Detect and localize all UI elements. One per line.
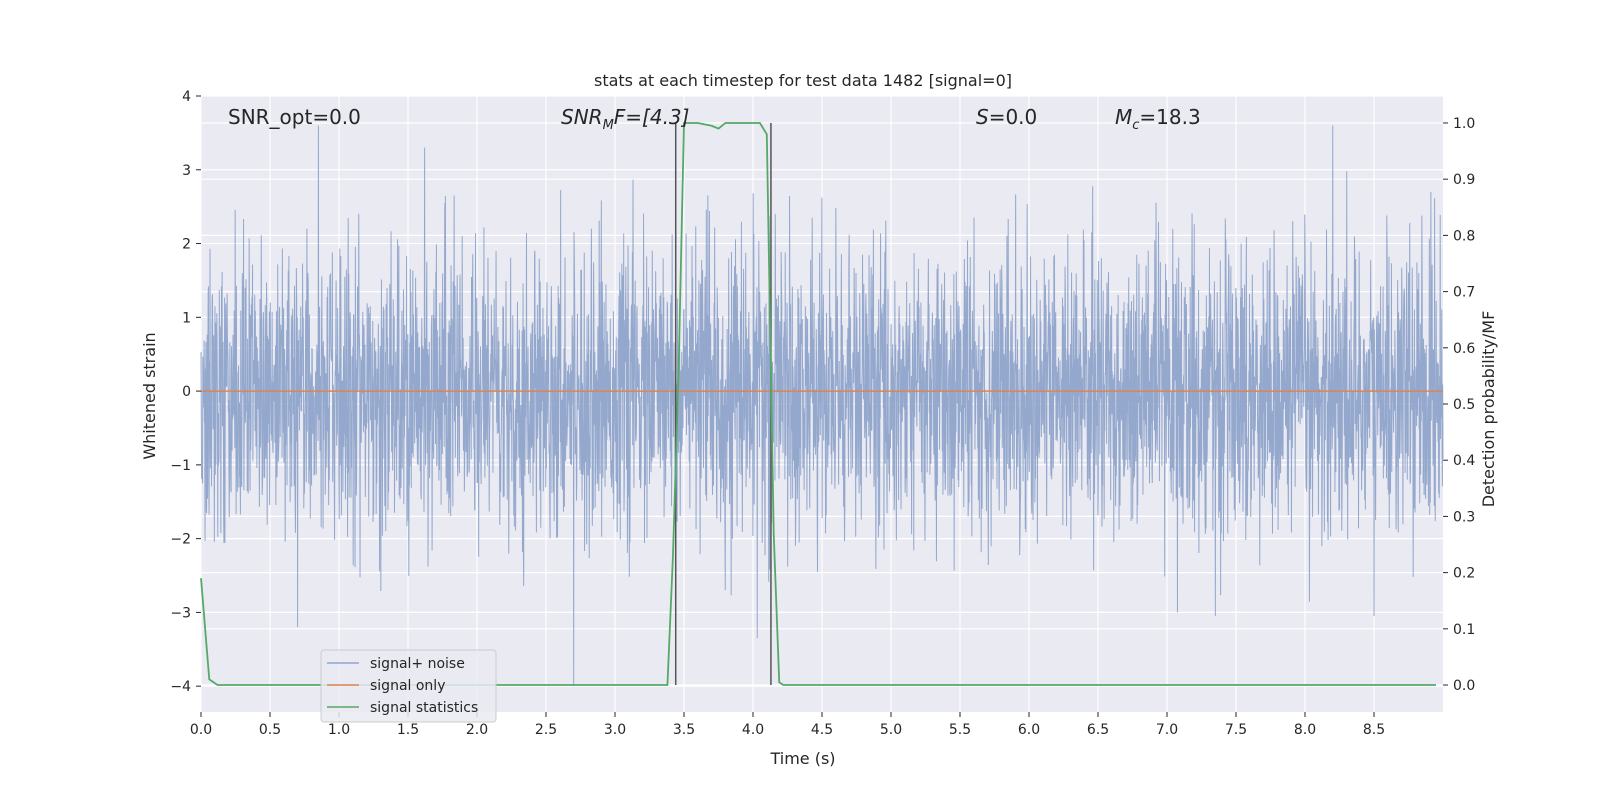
y2-tick-label: 0.1 <box>1453 622 1475 638</box>
x-tick-label: 2.5 <box>535 722 557 738</box>
y2-tick-label: 0.0 <box>1453 678 1475 694</box>
x-tick-label: 1.5 <box>397 722 419 738</box>
x-tick-label: 4.0 <box>742 722 764 738</box>
legend-label-signal-plus-noise: signal+ noise <box>370 656 465 672</box>
x-tick-label: 8.0 <box>1294 722 1316 738</box>
x-tick-label: 2.0 <box>466 722 488 738</box>
legend-label-signal-statistics: signal statistics <box>370 700 478 716</box>
y-tick-label: −1 <box>170 458 191 474</box>
y2-axis-ticks: 1.0 0.9 0.8 0.7 0.6 0.5 0.4 0.3 0.2 0.1 0.0 <box>1443 116 1475 694</box>
x-axis-ticks: 0.0 0.5 1.0 1.5 2.0 2.5 3.0 3.5 4.0 4.5 5.0 5.5 6.0 6… <box>190 712 1385 738</box>
legend-box <box>320 649 497 723</box>
legend-label-signal-only: signal only <box>370 678 445 694</box>
y2-tick-label: 0.2 <box>1453 566 1475 582</box>
y-tick-label: 3 <box>182 163 191 179</box>
annotation-snr-mf-sub: M <box>603 118 614 133</box>
annotation-snr-mf: SNRMF=[4.3] <box>561 105 689 133</box>
annotation-mc-main: M <box>1115 105 1132 129</box>
annotation-s: S=0.0 <box>976 105 1037 129</box>
y2-tick-label: 0.8 <box>1453 228 1475 244</box>
y2-tick-label: 0.7 <box>1453 285 1475 301</box>
y2-tick-label: 1.0 <box>1453 116 1475 132</box>
x-tick-label: 7.5 <box>1225 722 1247 738</box>
y-tick-label: 0 <box>182 384 191 400</box>
x-tick-label: 1.0 <box>328 722 350 738</box>
y-tick-label: 2 <box>182 237 191 253</box>
x-tick-label: 5.5 <box>949 722 971 738</box>
y2-tick-label: 0.9 <box>1453 172 1475 188</box>
legend: signal+ noise signal only signal statist… <box>320 649 497 723</box>
chart-title: stats at each timestep for test data 148… <box>594 71 1012 90</box>
y2-tick-label: 0.5 <box>1453 397 1475 413</box>
y-tick-label: 1 <box>182 310 191 326</box>
annotation-s-main: S <box>976 105 989 129</box>
series-signal-plus-noise <box>200 125 1444 687</box>
annotation-snr-opt: SNR_opt=0.0 <box>228 105 361 129</box>
series-signal-statistics <box>200 122 1437 686</box>
x-tick-label: 6.0 <box>1018 722 1040 738</box>
x-tick-label: 8.5 <box>1363 722 1385 738</box>
x-tick-label: 0.0 <box>190 722 212 738</box>
annotation-mc: Mc=18.3 <box>1115 105 1201 133</box>
y2-tick-label: 0.6 <box>1453 341 1475 357</box>
y-tick-label: 4 <box>182 89 191 105</box>
y2-tick-label: 0.4 <box>1453 453 1475 469</box>
x-tick-label: 7.0 <box>1156 722 1178 738</box>
y-tick-label: −2 <box>170 532 191 548</box>
y-axis-ticks: 4 3 2 1 0 −1 −2 −3 −4 <box>170 89 201 695</box>
y2-tick-label: 0.3 <box>1453 509 1475 525</box>
y-axis-label: Whitened strain <box>140 332 159 459</box>
x-tick-label: 5.0 <box>880 722 902 738</box>
x-tick-label: 4.5 <box>811 722 833 738</box>
y-tick-label: −3 <box>170 605 191 621</box>
annotation-mc-rest: =18.3 <box>1139 105 1200 129</box>
y-tick-label: −4 <box>170 679 191 695</box>
x-axis-label: Time (s) <box>769 749 835 768</box>
x-tick-label: 6.5 <box>1087 722 1109 738</box>
annotation-snr-mf-main: SNR <box>561 105 603 129</box>
x-tick-label: 3.0 <box>604 722 626 738</box>
x-tick-label: 0.5 <box>259 722 281 738</box>
y2-axis-label: Detection probability/MF <box>1479 311 1498 508</box>
annotation-mc-sub: c <box>1132 118 1139 133</box>
annotation-s-rest: =0.0 <box>989 105 1038 129</box>
annotation-snr-mf-rest: F=[4.3] <box>614 105 690 129</box>
x-tick-label: 3.5 <box>673 722 695 738</box>
